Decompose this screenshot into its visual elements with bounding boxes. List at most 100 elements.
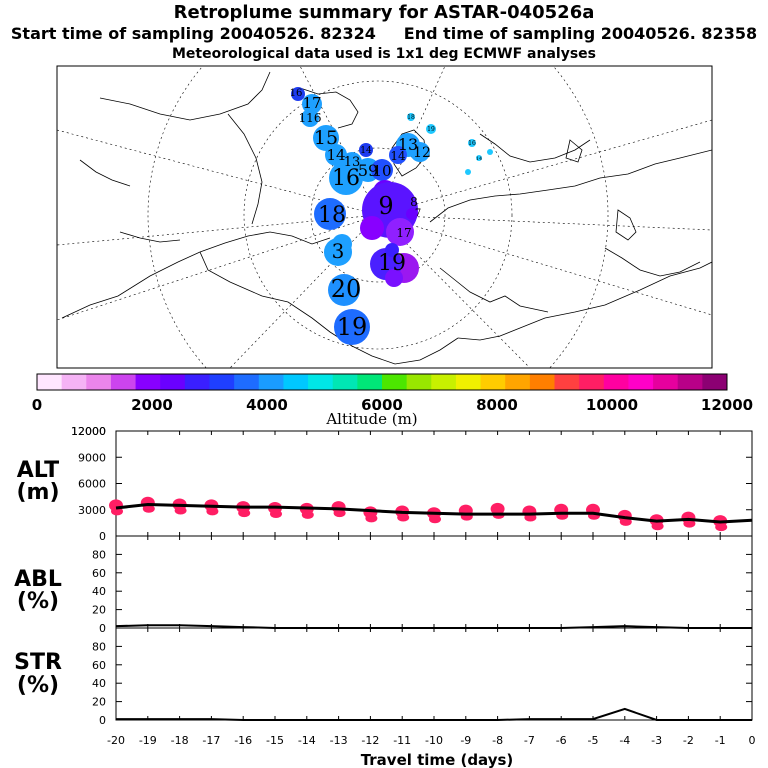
plume-age-label: 116 xyxy=(299,111,322,125)
x-tick-label: -19 xyxy=(139,734,157,747)
colorbar-swatch xyxy=(283,374,309,390)
colorbar-tick-label: 4000 xyxy=(246,396,288,414)
panel-label: ALT xyxy=(17,458,59,483)
plume-cluster xyxy=(359,143,373,157)
altitude-point xyxy=(429,515,441,524)
colorbar-swatch xyxy=(603,374,629,390)
colorbar-swatch xyxy=(406,374,432,390)
panel-str: 0 20 40 60 80 STR(%) xyxy=(14,627,753,727)
colorbar-swatch xyxy=(357,374,383,390)
y-tick-label: 0 xyxy=(99,530,106,543)
altitude-point xyxy=(619,517,632,526)
plume-cluster xyxy=(313,125,339,151)
panel-unit-label: (%) xyxy=(17,589,59,614)
colorbar-frame xyxy=(36,373,728,391)
altitude-point xyxy=(333,509,346,518)
x-tick-label: -12 xyxy=(361,734,379,747)
series-line-str xyxy=(116,707,752,721)
plume-age-label: 7 xyxy=(415,208,421,219)
plume-age-label: 14 xyxy=(476,156,482,162)
y-tick-label: 60 xyxy=(92,567,106,580)
x-tick-label: -1 xyxy=(715,734,726,747)
plume-age-label: 14 xyxy=(326,146,345,164)
colorbar-swatch xyxy=(37,374,63,390)
plume-cluster xyxy=(332,234,352,254)
plume-age-label: 19 xyxy=(337,313,368,341)
plume-age-label: 13 xyxy=(398,135,418,154)
plume-cluster xyxy=(371,159,393,181)
x-tick-label: -11 xyxy=(393,734,411,747)
colorbar-swatch xyxy=(455,374,481,390)
colorbar-swatch xyxy=(61,374,87,390)
y-tick-label: 20 xyxy=(92,604,106,617)
x-tick-label: -4 xyxy=(619,734,630,747)
plume-age-label: 16 xyxy=(290,88,303,99)
plume-age-label: 8 xyxy=(410,195,418,209)
colorbar-tick-label: 10000 xyxy=(586,396,638,414)
altitude-point xyxy=(651,522,664,531)
y-tick-label: 80 xyxy=(92,548,106,561)
x-axis-title: Travel time (days) xyxy=(361,751,514,768)
y-tick-label: 6000 xyxy=(78,478,106,491)
plume-age-label: 3 xyxy=(332,239,345,263)
plume-cluster xyxy=(334,309,370,345)
panel-frame xyxy=(115,535,753,629)
plume-cluster xyxy=(407,113,415,121)
panel-label: STR xyxy=(14,650,62,675)
y-tick-label: 9000 xyxy=(78,451,106,464)
sampling-time-subtitle: Start time of sampling 20040526. 82324 E… xyxy=(10,24,758,43)
colorbar-swatch xyxy=(332,374,358,390)
colorbar-swatch xyxy=(184,374,210,390)
altitude-point xyxy=(683,519,696,528)
x-tick-labels: -20 -19 -18 -17 -16 -15 -14 -13 -12 -11 -10 -9 -8 -7-… xyxy=(107,734,755,747)
plume-cluster xyxy=(487,149,493,155)
y-tick-label: 0 xyxy=(99,714,106,727)
plume-age-label: 17 xyxy=(396,226,411,240)
plume-age-label: 59 xyxy=(358,161,378,180)
colorbar-tick-label: 6000 xyxy=(361,396,403,414)
colorbar-swatch xyxy=(308,374,334,390)
plume-age-label: 18 xyxy=(407,114,415,121)
x-tick-label: -13 xyxy=(330,734,348,747)
x-tick-label: -20 xyxy=(107,734,125,747)
plume-cluster xyxy=(301,109,319,127)
panel-unit-label: (%) xyxy=(17,673,59,698)
y-tick-label: 40 xyxy=(92,677,106,690)
colorbar-swatch xyxy=(86,374,112,390)
x-tick-label: -9 xyxy=(460,734,471,747)
colorbar-swatch xyxy=(677,374,703,390)
x-tick-label: -8 xyxy=(492,734,503,747)
colorbar-ticks: 0 2000 4000 6000 8000 10000 12000 xyxy=(32,396,753,414)
x-tick-label: -16 xyxy=(234,734,252,747)
plume-age-label: 13 xyxy=(344,155,361,170)
altitude-point xyxy=(715,523,728,532)
plume-age-label: 17 xyxy=(302,94,321,112)
plume-age-label: 16 xyxy=(332,166,360,191)
plume-cluster xyxy=(476,155,482,161)
plume-cluster xyxy=(389,146,407,164)
x-tick-label: -14 xyxy=(298,734,316,747)
colorbar-swatch xyxy=(653,374,679,390)
altitude-point xyxy=(238,509,251,518)
x-tick-label: -10 xyxy=(425,734,443,747)
panel-unit-label: (m) xyxy=(16,480,59,505)
plume-age-label: 9 xyxy=(378,192,393,220)
met-data-subtitle: Meteorological data used is 1x1 deg ECMW… xyxy=(172,46,596,62)
colorbar-tick-label: 12000 xyxy=(701,396,753,414)
colorbar-tick-label: 8000 xyxy=(476,396,518,414)
colorbar-swatches xyxy=(37,374,728,390)
altitude-point xyxy=(174,506,187,515)
altitude-point xyxy=(270,510,282,518)
colorbar-swatch xyxy=(431,374,457,390)
x-tick-label: -2 xyxy=(683,734,694,747)
y-tick-label: 60 xyxy=(92,659,106,672)
colorbar-swatch xyxy=(234,374,260,390)
y-tick-label: 20 xyxy=(92,696,106,709)
plume-cluster xyxy=(385,269,403,287)
plume-cluster xyxy=(465,169,471,175)
plume-cluster xyxy=(291,87,305,101)
plume-cluster xyxy=(328,274,360,306)
